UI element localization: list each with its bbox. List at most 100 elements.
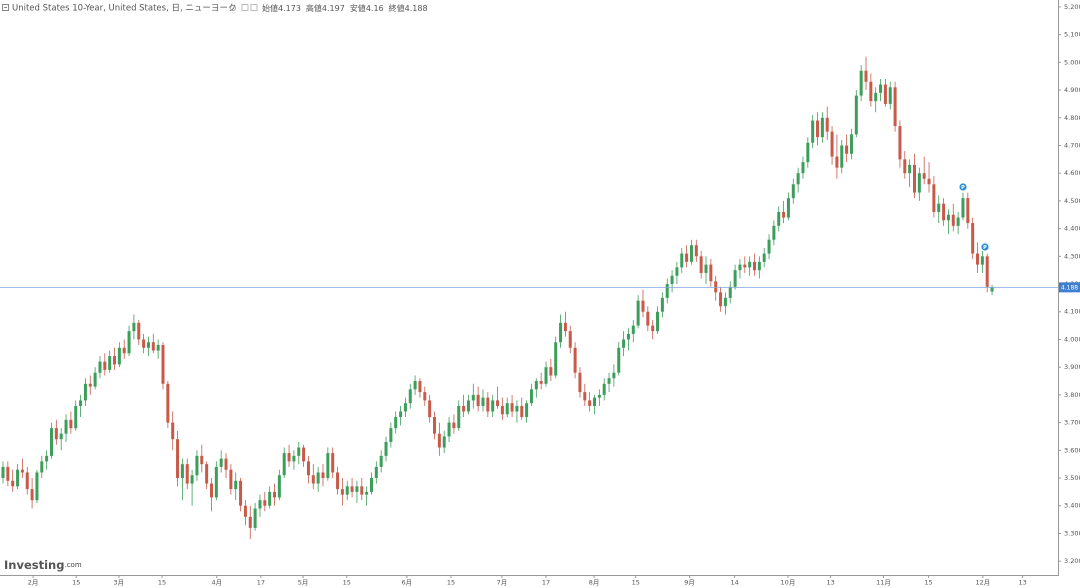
candle <box>161 342 165 390</box>
candle <box>418 378 422 398</box>
candle-body <box>825 117 829 132</box>
candle-body <box>738 264 742 271</box>
candle <box>573 342 577 379</box>
candle-body <box>462 405 466 412</box>
candle-body <box>946 214 950 221</box>
candle <box>879 78 883 102</box>
candle <box>151 333 155 354</box>
candle-body <box>854 95 858 135</box>
candle-body <box>573 347 577 373</box>
chart-title: United States 10-Year, United States, 日,… <box>12 4 236 14</box>
marker[interactable]: P <box>958 182 968 192</box>
candle <box>622 331 626 357</box>
candle <box>365 486 369 506</box>
candle <box>927 162 931 193</box>
candle <box>811 115 815 149</box>
candle <box>859 65 863 102</box>
candle-body <box>35 472 39 501</box>
candle <box>510 394 514 418</box>
box-icon[interactable] <box>241 4 249 11</box>
candle <box>379 450 383 473</box>
candle-body <box>496 400 500 406</box>
candle <box>40 455 44 479</box>
candle-body <box>195 455 199 476</box>
candle <box>525 400 529 423</box>
candle-body <box>898 126 902 160</box>
candle <box>403 397 407 418</box>
ohlc-label: 高値 <box>306 3 322 13</box>
candle <box>932 175 936 218</box>
candle-body <box>675 267 679 276</box>
candle-body <box>306 461 310 476</box>
candle <box>462 394 466 418</box>
candle-body <box>723 297 727 307</box>
candle-body <box>326 453 330 479</box>
candle <box>588 392 592 412</box>
candle-body <box>549 367 553 376</box>
candle-body <box>374 466 378 479</box>
candle-body <box>447 422 451 437</box>
candle-body <box>360 486 364 495</box>
candle <box>719 286 723 312</box>
candle-body <box>471 394 475 401</box>
candle <box>670 270 674 293</box>
candle <box>98 356 102 379</box>
candle <box>937 195 941 224</box>
candle-body <box>156 345 160 351</box>
candle-body <box>161 345 165 384</box>
candle <box>384 436 388 462</box>
candle-body <box>932 184 936 212</box>
marker-circle[interactable] <box>958 182 968 192</box>
candle <box>16 464 20 490</box>
candle <box>360 478 364 501</box>
candle <box>49 422 53 459</box>
candle <box>369 472 373 495</box>
candle <box>374 461 378 484</box>
candle <box>428 394 432 423</box>
candle <box>578 367 582 398</box>
candle <box>961 192 965 221</box>
candle-body <box>699 256 703 273</box>
marker-circle[interactable] <box>980 242 990 252</box>
candle <box>893 81 897 132</box>
candle-body <box>859 70 863 96</box>
candle <box>176 430 180 487</box>
collapse-icon[interactable] <box>2 4 9 11</box>
candle-body <box>486 397 490 412</box>
candle <box>602 378 606 401</box>
candle-body <box>345 486 349 495</box>
candle-body <box>879 84 883 93</box>
candle <box>25 466 29 495</box>
candle-body <box>980 256 984 265</box>
marker[interactable]: P <box>980 242 990 252</box>
candle-body <box>845 145 849 154</box>
y-tick-label: 4.100 <box>1064 308 1080 316</box>
candle-body <box>127 331 131 354</box>
candle <box>302 444 306 467</box>
candle-body <box>6 466 10 481</box>
candle <box>11 469 15 492</box>
candle-body <box>869 81 873 102</box>
candle <box>413 375 417 395</box>
candle <box>79 394 83 418</box>
candle <box>607 372 611 393</box>
x-tick-label: 7月 <box>497 579 508 587</box>
candle-body <box>45 455 49 462</box>
x-tick-label: 4月 <box>211 579 222 587</box>
candle <box>786 192 790 221</box>
candle-body <box>316 472 320 484</box>
x-tick-label: 6月 <box>402 579 413 587</box>
candle-body <box>534 381 538 390</box>
candle <box>583 383 587 406</box>
candle-body <box>1 466 5 479</box>
candle <box>219 450 223 473</box>
candle-body <box>617 347 621 373</box>
box-icon[interactable] <box>250 4 258 11</box>
x-tick-label: 5月 <box>298 579 309 587</box>
candle <box>626 328 630 351</box>
settings-icon[interactable] <box>230 5 236 11</box>
candle-body <box>88 383 92 387</box>
candle <box>685 245 689 268</box>
candle <box>30 478 34 509</box>
candle <box>321 464 325 487</box>
